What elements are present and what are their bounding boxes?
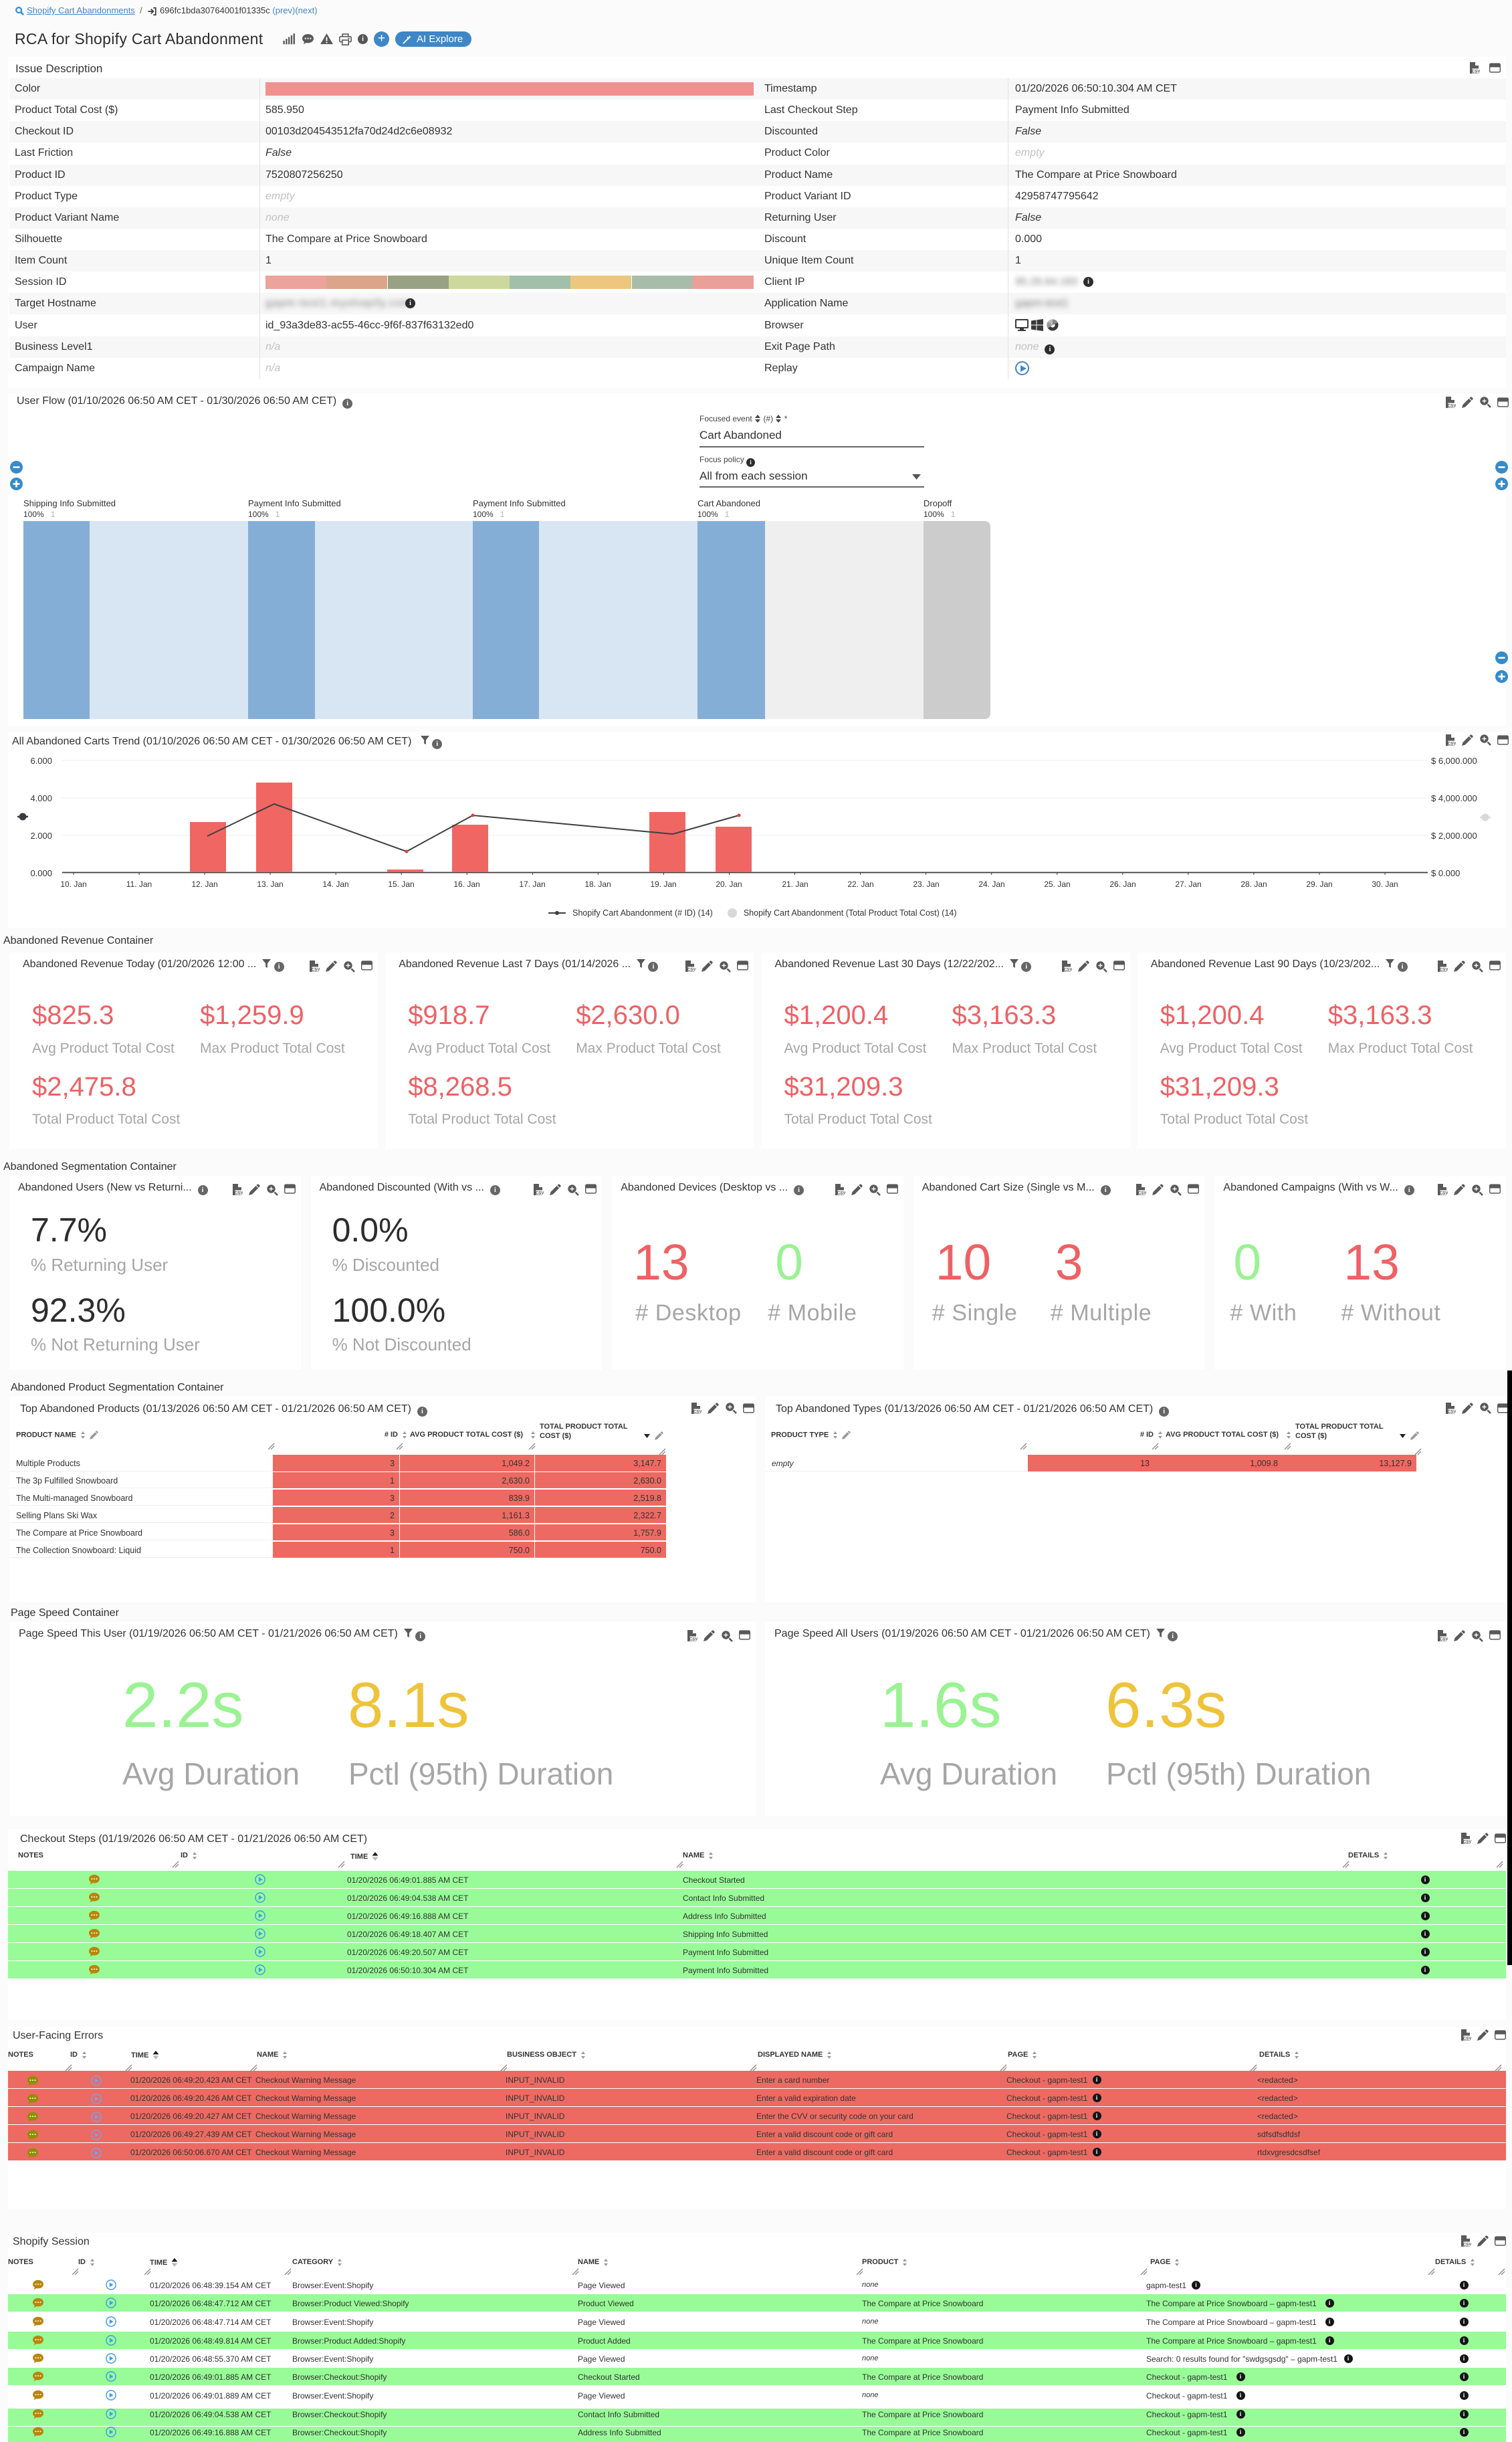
svg-text:CSV: CSV: [1448, 741, 1456, 745]
svg-text:CSV: CSV: [1448, 403, 1456, 407]
svg-text:CSV: CSV: [1448, 1409, 1456, 1413]
svg-text:CSV: CSV: [1463, 1840, 1471, 1844]
svg-text:CSV: CSV: [1138, 1191, 1146, 1195]
svg-text:CSV: CSV: [1440, 1637, 1448, 1641]
svg-text:CSV: CSV: [687, 968, 695, 972]
svg-text:CSV: CSV: [536, 1191, 544, 1195]
svg-text:CSV: CSV: [693, 1409, 701, 1413]
svg-text:CSV: CSV: [234, 1191, 242, 1195]
svg-text:CSV: CSV: [837, 1191, 845, 1195]
svg-text:CSV: CSV: [1440, 968, 1448, 972]
svg-text:CSV: CSV: [1440, 1191, 1448, 1195]
svg-text:CSV: CSV: [1472, 70, 1480, 74]
svg-text:CSV: CSV: [1064, 968, 1072, 972]
svg-text:CSV: CSV: [1463, 2243, 1471, 2247]
svg-text:CSV: CSV: [312, 968, 320, 972]
svg-text:CSV: CSV: [689, 1637, 697, 1641]
svg-text:CSV: CSV: [1463, 2037, 1471, 2041]
